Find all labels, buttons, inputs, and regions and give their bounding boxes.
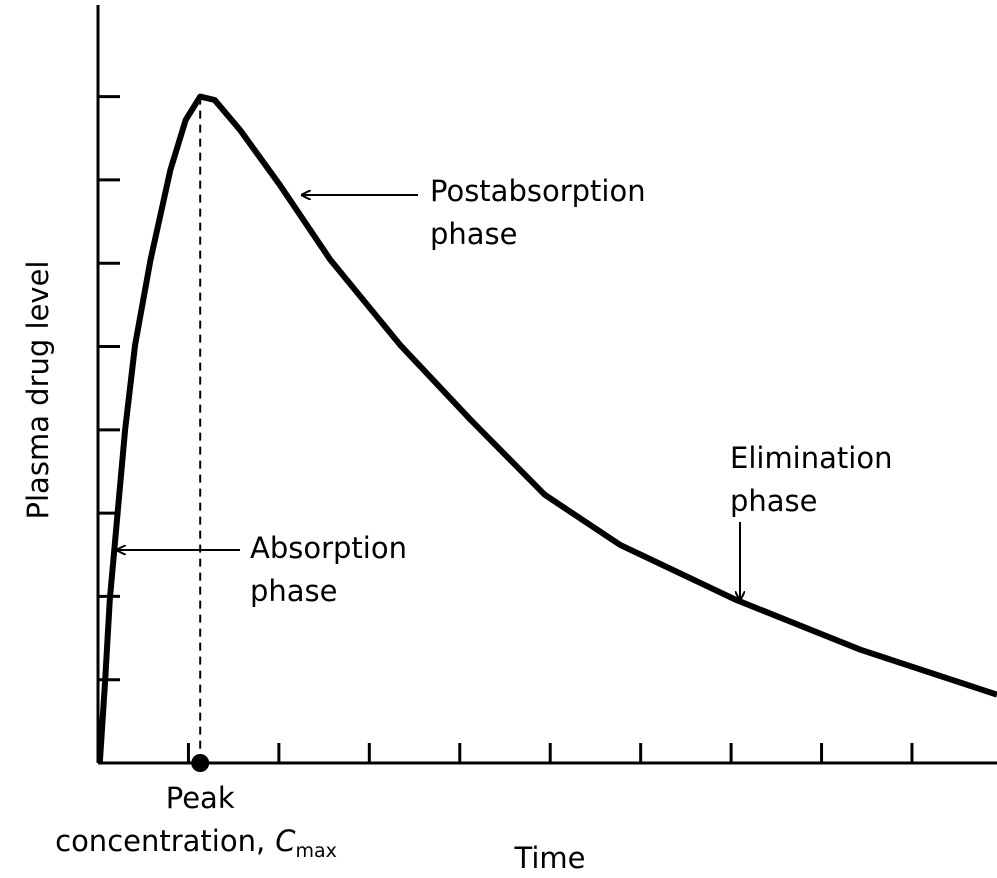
peak-dot bbox=[191, 754, 210, 772]
annotation: phase bbox=[730, 484, 818, 518]
annotation: Absorption bbox=[250, 531, 407, 565]
annotation: phase bbox=[250, 574, 338, 608]
annotation: phase bbox=[430, 217, 518, 251]
annotation: Postabsorption bbox=[430, 174, 646, 208]
peak-label-symbol: C bbox=[275, 824, 296, 858]
annotation: Elimination bbox=[730, 441, 892, 475]
peak-label-subscript: max bbox=[295, 840, 336, 862]
peak-label-text: concentration, bbox=[55, 824, 265, 858]
curve bbox=[96, 93, 997, 764]
peak-label: Peak bbox=[166, 781, 235, 815]
x-axis-label: Time bbox=[514, 841, 586, 875]
y-axis-label: Plasma drug level bbox=[21, 261, 55, 520]
peak-label: concentration, Cmax bbox=[55, 824, 337, 862]
